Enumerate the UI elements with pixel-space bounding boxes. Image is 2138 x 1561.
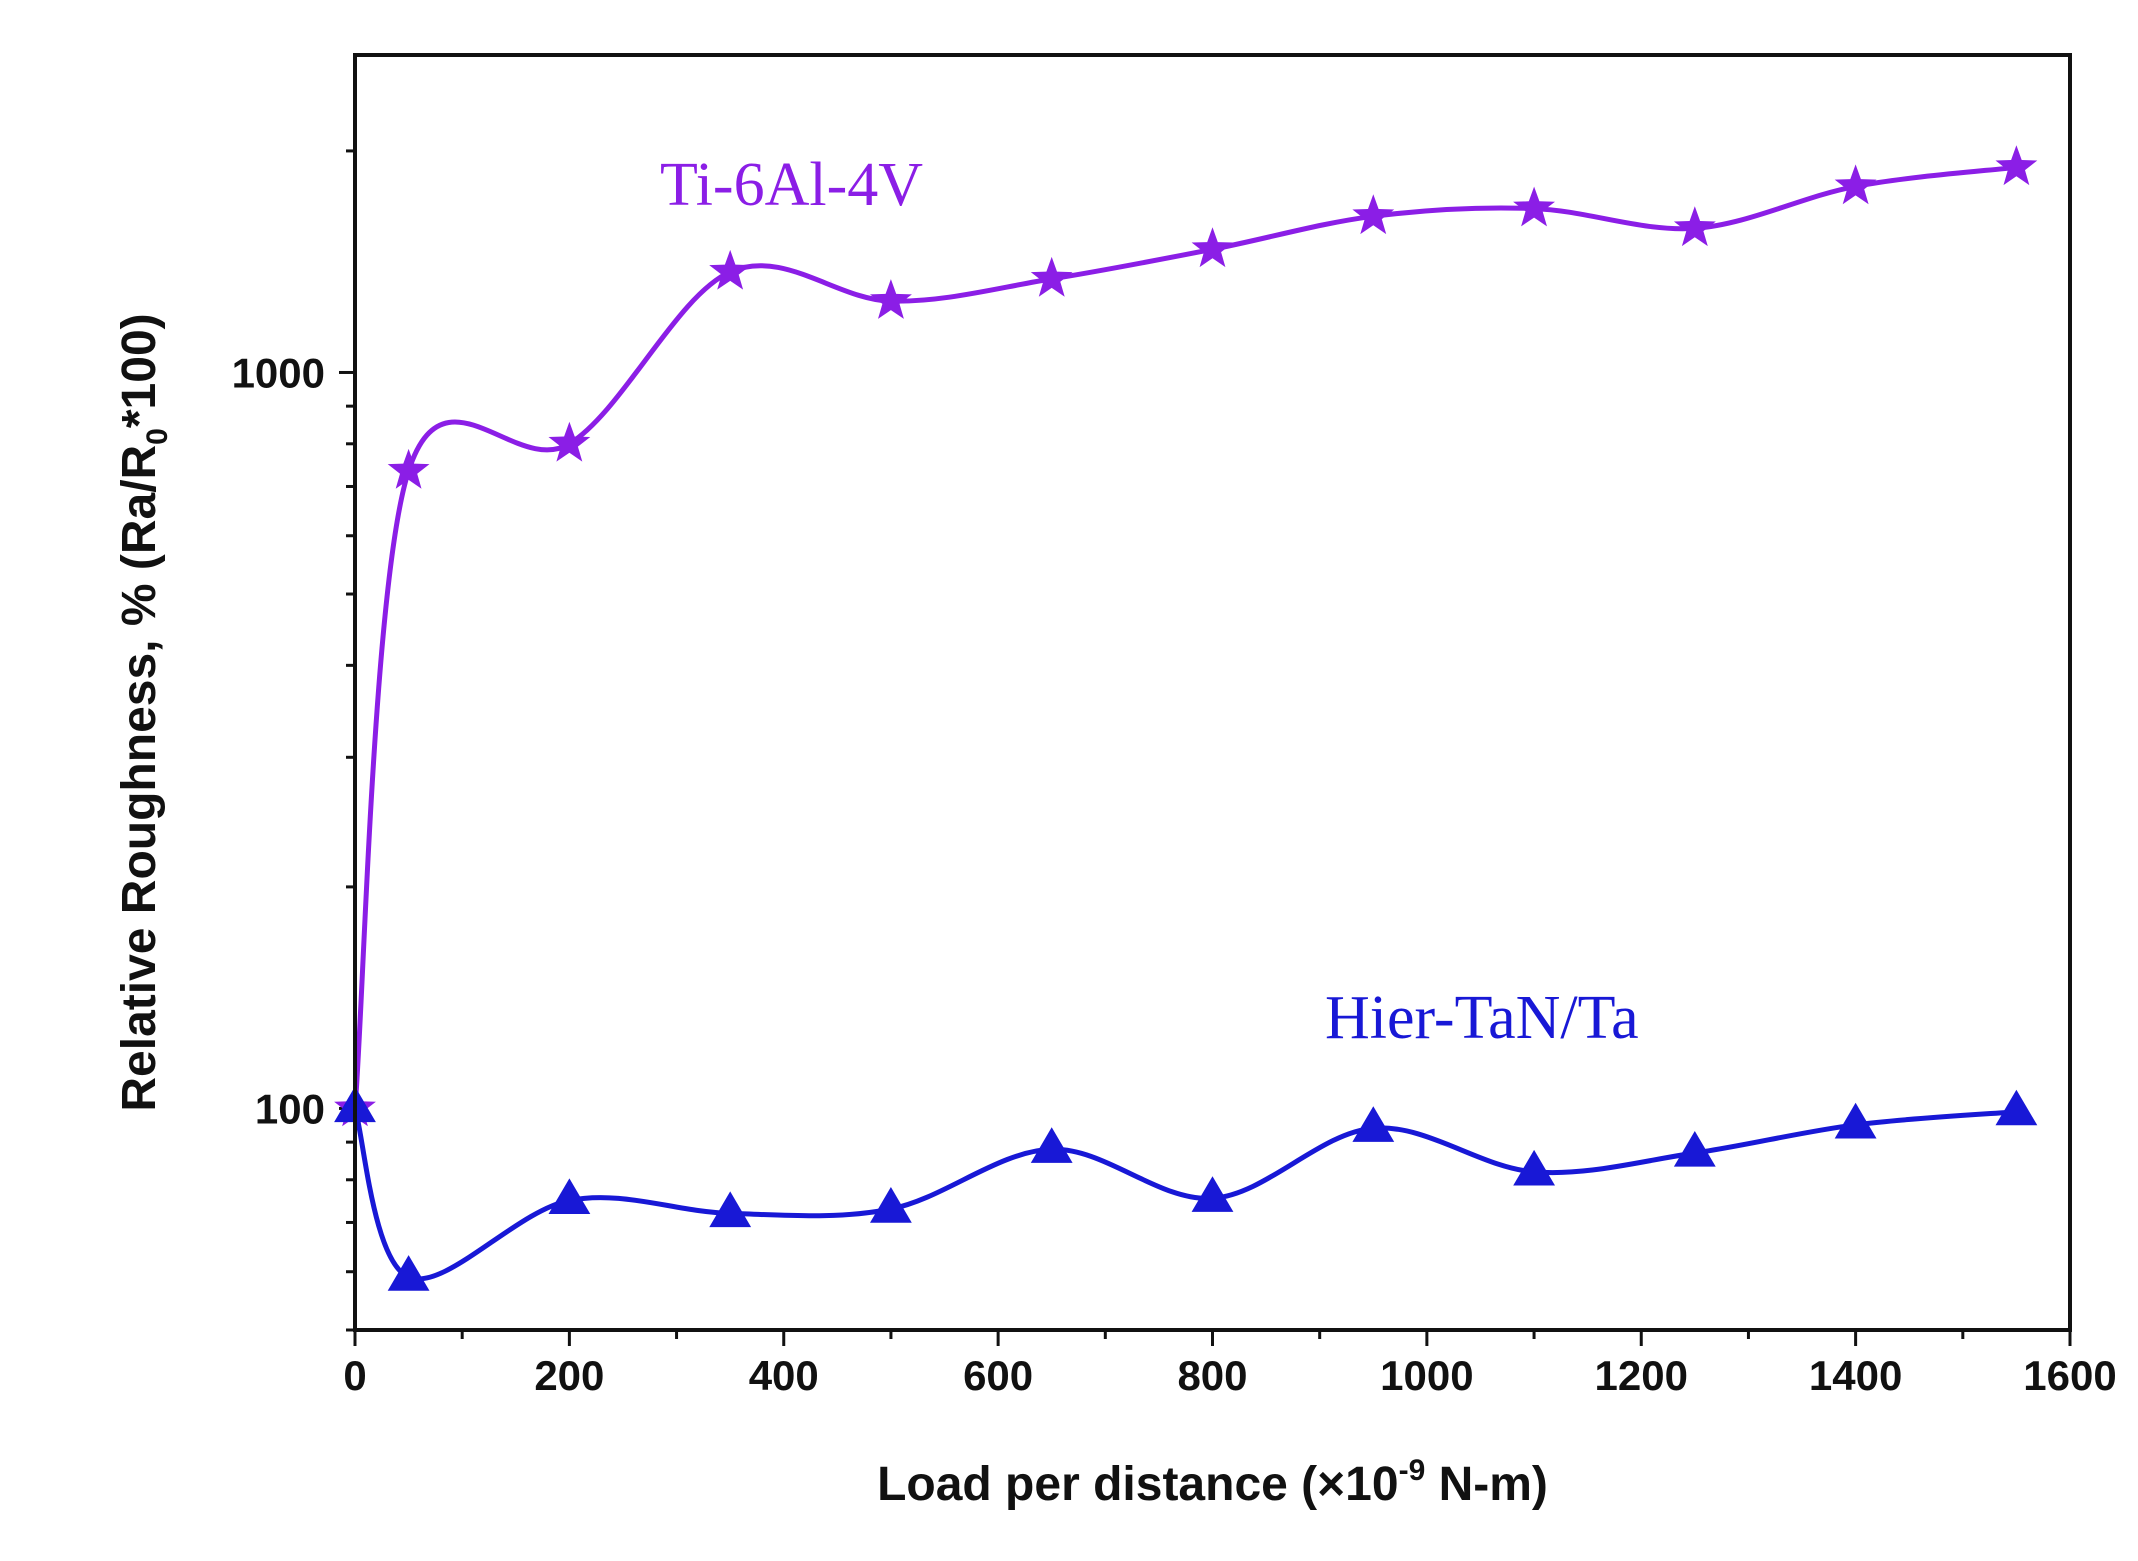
plot-frame xyxy=(353,53,2072,1332)
star-marker xyxy=(1191,227,1234,268)
star-marker xyxy=(548,421,591,462)
triangle-marker xyxy=(387,1255,430,1291)
triangle-marker xyxy=(1352,1106,1395,1142)
x-tick-label: 800 xyxy=(1177,1352,1247,1399)
x-tick-label: 600 xyxy=(963,1352,1033,1399)
y-tick-label: 100 xyxy=(255,1085,325,1132)
x-axis-title-prefix: Load per distance (×10 xyxy=(877,1458,1399,1511)
x-tick-label: 200 xyxy=(534,1352,604,1399)
x-tick-label: 1200 xyxy=(1595,1352,1688,1399)
y-tick-labels: 100 1000 xyxy=(232,349,325,1132)
x-tick-label: 0 xyxy=(343,1352,366,1399)
y-axis-title-suffix: *100) xyxy=(113,313,166,428)
series-ti-6al-4v xyxy=(334,145,2038,1127)
y-axis-title-prefix: Relative Roughness, % (Ra/R xyxy=(113,445,166,1112)
x-tick-label: 1000 xyxy=(1380,1352,1473,1399)
triangle-marker xyxy=(1995,1089,2038,1126)
x-axis-title-suffix: N-m) xyxy=(1425,1458,1548,1511)
star-marker xyxy=(870,279,912,319)
x-tick-label: 1400 xyxy=(1809,1352,1902,1399)
triangle-marker xyxy=(870,1187,912,1223)
hier-tan-ta-curve xyxy=(352,1107,2017,1282)
x-tick-labels: 0 200 400 600 800 1000 1200 1400 1600 xyxy=(343,1352,2116,1399)
star-marker xyxy=(1834,164,1877,205)
triangle-marker xyxy=(1673,1131,1716,1167)
star-marker xyxy=(1673,206,1716,247)
triangle-marker xyxy=(548,1178,591,1214)
star-marker xyxy=(1995,145,2038,186)
y-tick-label: 1000 xyxy=(232,349,325,396)
hier-tan-ta-markers xyxy=(334,1086,2038,1291)
x-tick-label: 1600 xyxy=(2023,1352,2116,1399)
axis-ticks xyxy=(339,149,2072,1346)
y-axis-title-subscript: 0 xyxy=(141,428,174,445)
series-hier-tan-ta xyxy=(334,1086,2038,1291)
x-axis-title-exponent: -9 xyxy=(1399,1454,1426,1487)
ti-6al-4v-curve xyxy=(352,164,2017,1109)
y-axis-title: Relative Roughness, % (Ra/R0*100) xyxy=(113,313,174,1111)
star-marker xyxy=(709,249,752,290)
x-axis-title: Load per distance (×10-9 N-m) xyxy=(877,1454,1548,1511)
triangle-marker xyxy=(1191,1176,1234,1212)
star-marker xyxy=(1030,256,1073,297)
triangle-marker xyxy=(1030,1127,1073,1163)
triangle-marker xyxy=(1834,1102,1877,1139)
triangle-marker xyxy=(1513,1149,1555,1186)
triangle-marker xyxy=(709,1191,752,1228)
ti-6al-4v-markers xyxy=(334,145,2038,1127)
series-label-ti-6al-4v: Ti-6Al-4V xyxy=(660,151,923,219)
series-label-hier-tan-ta: Hier-TaN/Ta xyxy=(1325,984,1639,1052)
x-tick-label: 400 xyxy=(749,1352,819,1399)
star-marker xyxy=(1352,194,1395,235)
star-marker xyxy=(387,448,430,489)
star-marker xyxy=(1513,186,1555,227)
